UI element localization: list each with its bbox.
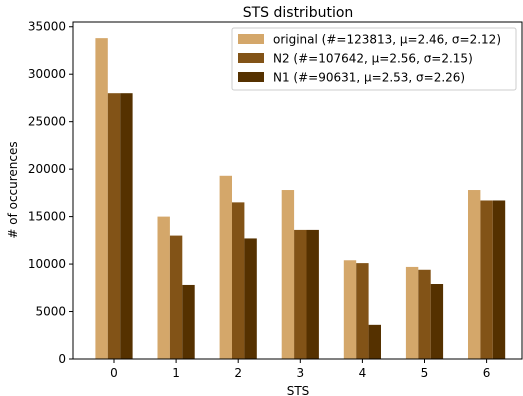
plot-frame: [72, 21, 523, 360]
x-tick-label: 4: [359, 366, 367, 380]
y-tick-label: 30000: [28, 67, 66, 81]
y-tick-label: 5000: [35, 305, 66, 319]
bar-series-1-category-0: [107, 93, 121, 359]
bar-series-0-category-4: [343, 260, 357, 359]
legend-box: [231, 27, 517, 91]
y-axis-label: # of occurences: [6, 141, 20, 238]
legend-swatch-0: [238, 34, 264, 44]
bar-series-2-category-2: [244, 238, 257, 359]
bar-series-0-category-5: [405, 266, 419, 359]
bar-series-0-category-0: [95, 38, 108, 359]
x-tick-label: 6: [483, 366, 491, 380]
y-tick-label: 25000: [28, 115, 66, 129]
bar-series-1-category-1: [169, 235, 183, 359]
legend: original (#=123813, μ=2.46, σ=2.12) N2 (#…: [231, 27, 517, 91]
x-axis-label: STS: [287, 384, 310, 396]
bar-series-0-category-2: [219, 175, 232, 359]
legend-swatch-1: [238, 53, 264, 63]
y-tick-label: 0: [58, 352, 66, 366]
legend-label-1: N2 (#=107642, μ=2.56, σ=2.15): [273, 52, 473, 66]
legend-swatch-2: [238, 72, 264, 82]
y-tick-label: 20000: [28, 162, 66, 176]
bar-series-1-category-3: [294, 229, 307, 359]
chart-title: STS distribution: [243, 5, 354, 21]
bar-series-1-category-2: [232, 202, 245, 359]
bar-series-1-category-4: [356, 263, 369, 359]
x-tick-label: 0: [110, 366, 118, 380]
legend-label-2: N1 (#=90631, μ=2.53, σ=2.26): [273, 71, 465, 85]
x-tick-label: 2: [234, 366, 242, 380]
bar-series-2-category-3: [306, 229, 319, 359]
x-ticks: 0 1 2 3 4 5 6: [110, 359, 490, 380]
bar-series-2-category-6: [492, 200, 506, 359]
bar-series-0-category-6: [468, 190, 481, 359]
bar-series-2-category-0: [120, 93, 133, 359]
bar-series-0-category-3: [281, 190, 295, 359]
bar-series-0-category-1: [157, 216, 170, 359]
y-tick-label: 15000: [28, 210, 66, 224]
bars-group: [95, 38, 506, 359]
bar-series-2-category-1: [182, 284, 195, 359]
bar-series-1-category-5: [418, 269, 431, 359]
y-ticks: 0 5000 10000 15000 20000 25000 30000 35000: [28, 20, 73, 366]
x-tick-label: 3: [296, 366, 304, 380]
bar-series-1-category-6: [480, 200, 493, 359]
bar-series-2-category-4: [368, 324, 381, 359]
y-tick-label: 10000: [28, 257, 66, 271]
bar-series-2-category-5: [430, 284, 444, 359]
x-tick-label: 5: [421, 366, 429, 380]
x-tick-label: 1: [172, 366, 180, 380]
legend-label-0: original (#=123813, μ=2.46, σ=2.12): [273, 33, 501, 47]
y-tick-label: 35000: [28, 20, 66, 34]
